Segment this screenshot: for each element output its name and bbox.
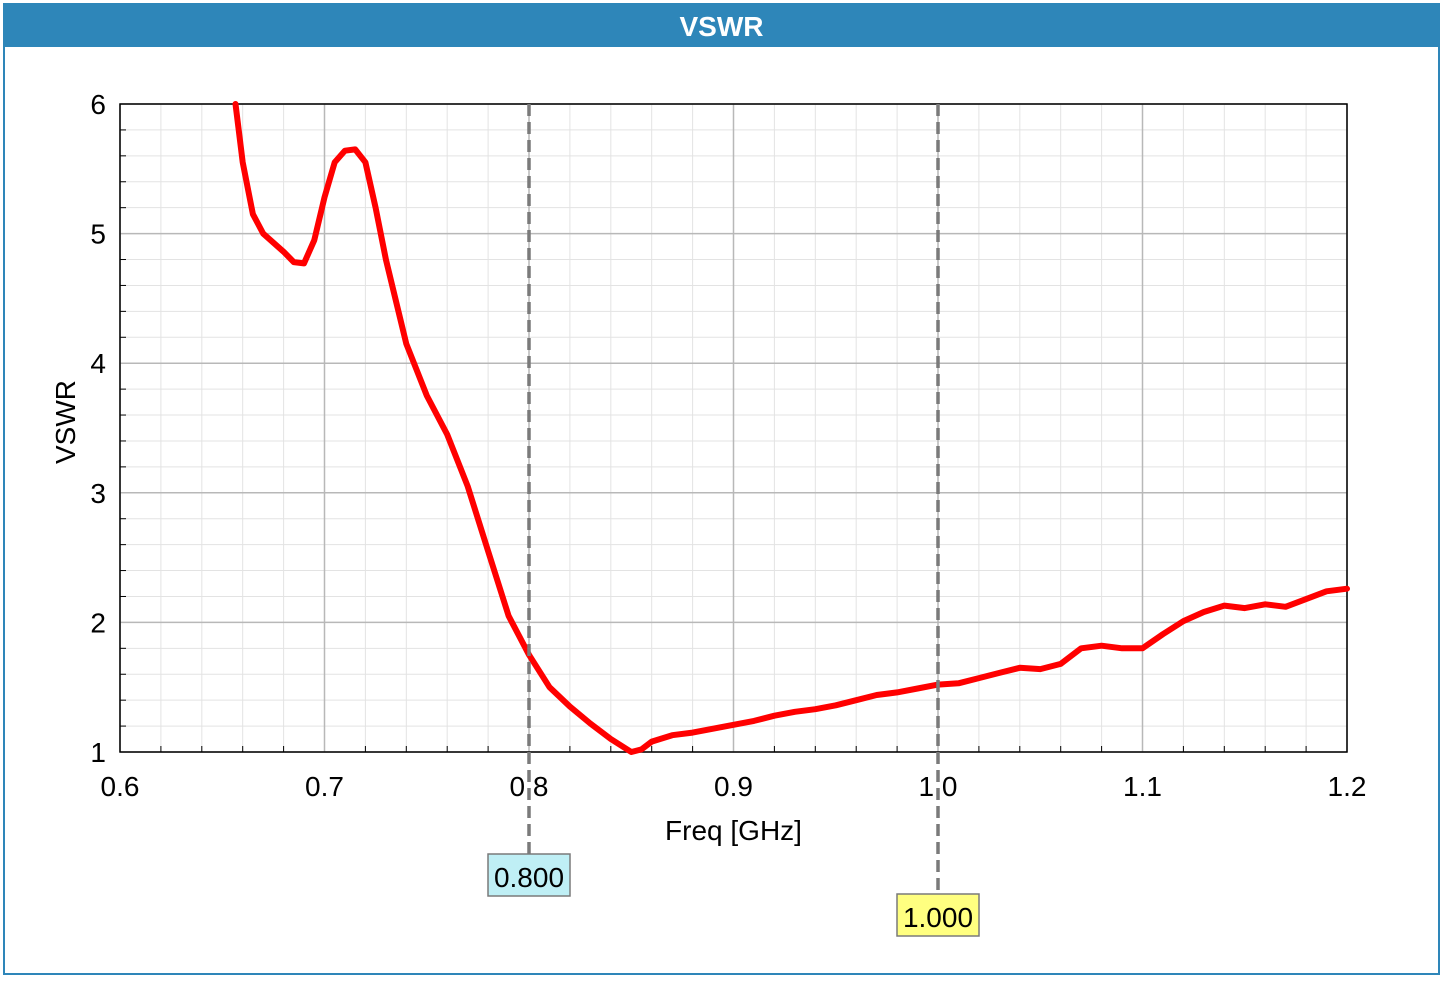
x-tick-label: 0.6 xyxy=(101,771,140,802)
x-tick-label: 1.2 xyxy=(1328,771,1367,802)
marker-label-box xyxy=(487,853,571,897)
marker-label-box xyxy=(896,893,980,937)
y-tick-label: 5 xyxy=(90,219,106,250)
axis-ticks xyxy=(120,129,1307,752)
x-axis-title: Freq [GHz] xyxy=(665,815,802,846)
x-tick-labels: 0.6 0.7 0.8 0.9 1.0 1.1 1.2 xyxy=(101,771,1367,802)
major-grid xyxy=(119,103,1348,753)
vswr-series-line xyxy=(232,101,1350,755)
x-tick-label: 0.7 xyxy=(305,771,344,802)
y-tick-label: 3 xyxy=(90,478,106,509)
y-tick-label: 2 xyxy=(90,607,106,638)
plot-area-border xyxy=(119,103,1348,753)
y-tick-label: 6 xyxy=(90,89,106,120)
marker-label: 1.000 xyxy=(903,902,973,933)
y-axis-title: VSWR xyxy=(50,380,81,464)
x-tick-label: 1.1 xyxy=(1123,771,1162,802)
chart-title: VSWR xyxy=(5,5,1438,47)
y-tick-label: 4 xyxy=(90,348,106,379)
marker-lines: 0.800 1.000 xyxy=(487,104,980,937)
y-tick-labels: 1 2 3 4 5 6 xyxy=(90,89,106,768)
y-tick-label: 1 xyxy=(90,737,106,768)
marker-label: 0.800 xyxy=(494,862,564,893)
x-tick-label: 0.9 xyxy=(714,771,753,802)
